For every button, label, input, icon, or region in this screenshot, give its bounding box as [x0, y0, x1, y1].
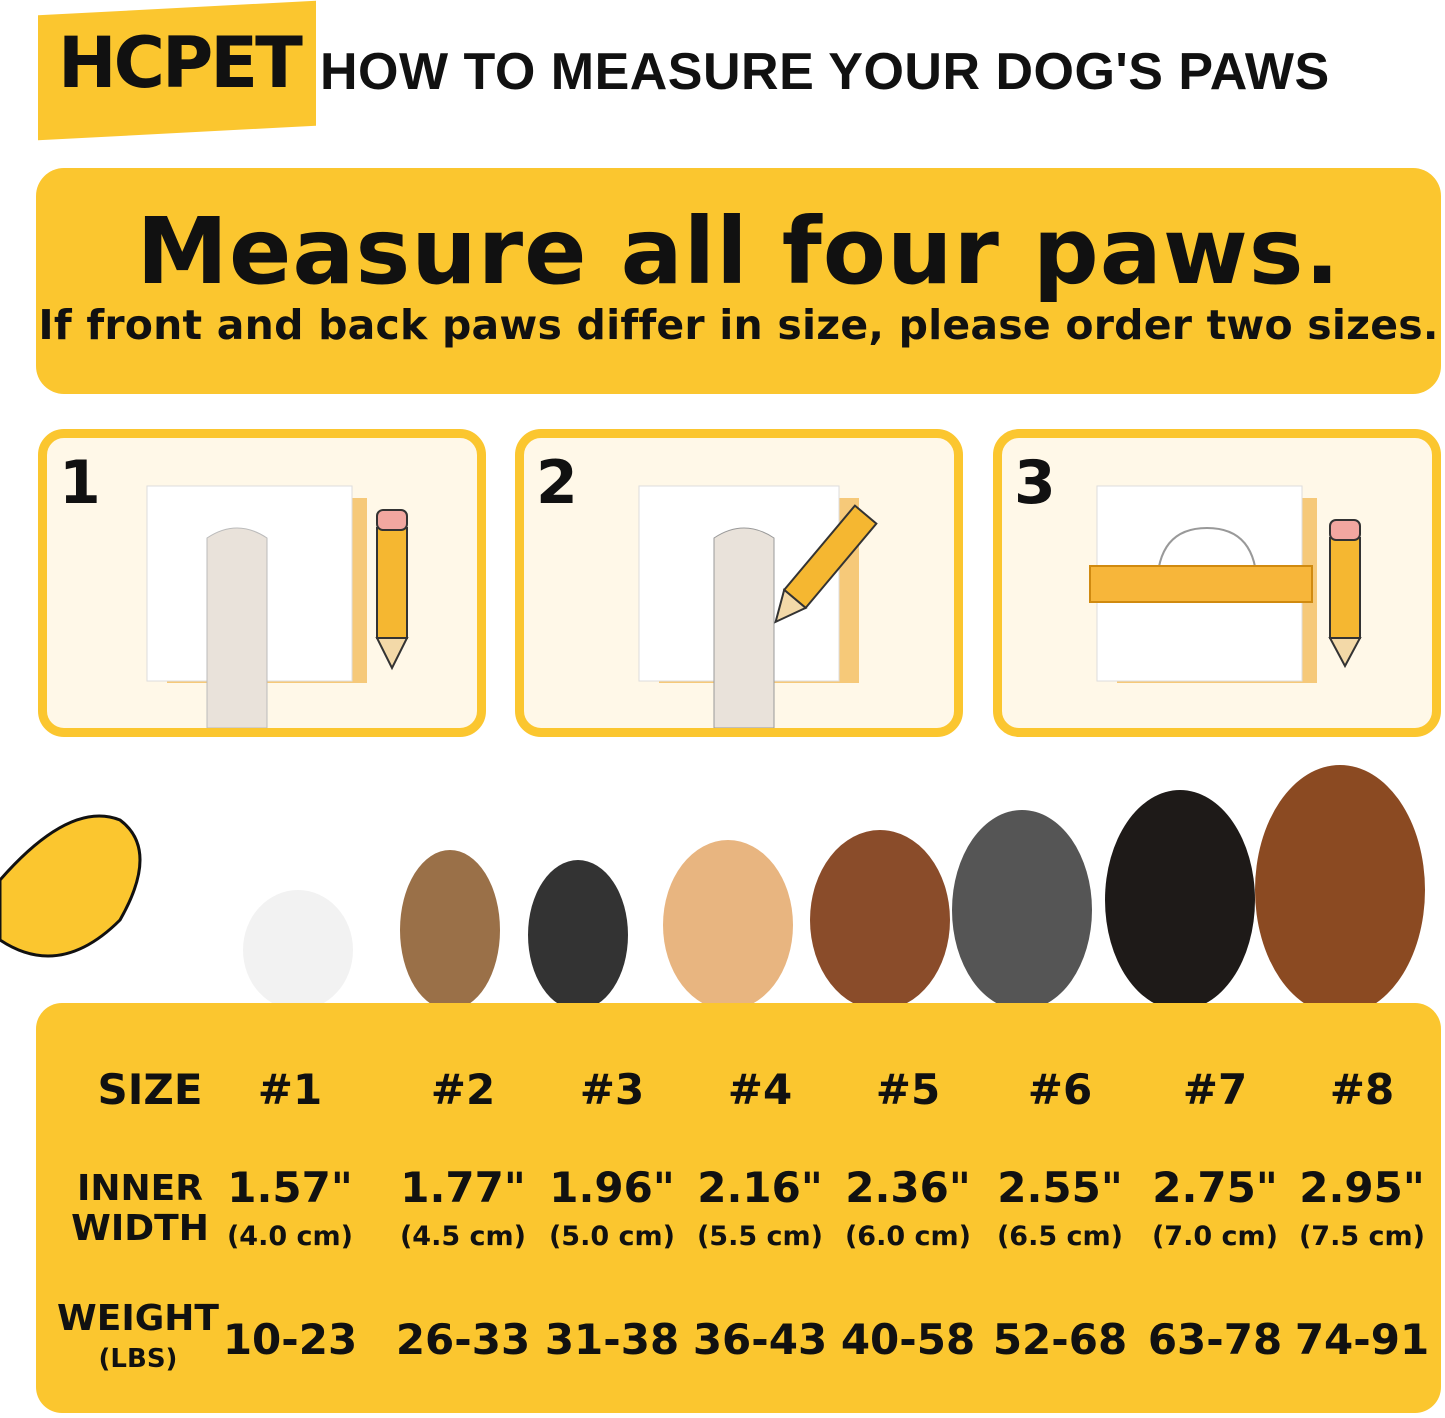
label-line: INNER: [77, 1168, 203, 1209]
label-line: WEIGHT: [57, 1298, 219, 1339]
inner-width-cm: (5.5 cm): [696, 1221, 824, 1252]
size-value: #2: [430, 1065, 496, 1114]
inner-width-label: INNER WIDTH: [71, 1169, 209, 1249]
step-number: 2: [536, 448, 578, 518]
weight-label: WEIGHT (LBS): [57, 1299, 219, 1379]
inner-width-inches: 2.55": [997, 1163, 1123, 1212]
weight-range: 31-38: [544, 1315, 680, 1364]
inner-width-inches: 2.75": [1152, 1163, 1278, 1212]
banner-title: Measure all four paws.: [136, 198, 1341, 305]
inner-width-cm: (7.0 cm): [1151, 1221, 1279, 1252]
dog-husky: [952, 810, 1092, 1010]
dog-yorkshire-terrier: [400, 850, 500, 1010]
ruler-measure-illustration: [1089, 485, 1362, 683]
paw-on-paper-illustration: [146, 485, 409, 728]
size-value: #7: [1182, 1065, 1248, 1114]
decorative-swoosh: [0, 814, 142, 958]
size-value: #3: [579, 1065, 645, 1114]
dog-schnauzer: [528, 860, 628, 1010]
step-3-panel: 3: [993, 429, 1441, 737]
weight-range: 63-78: [1147, 1315, 1283, 1364]
inner-width-cm: (4.5 cm): [399, 1221, 527, 1252]
step-2-panel: 2: [515, 429, 963, 737]
inner-width-inches: 2.95": [1299, 1163, 1425, 1212]
step-number: 1: [59, 448, 101, 518]
inner-width-cm: (7.5 cm): [1298, 1221, 1426, 1252]
size-value: #6: [1027, 1065, 1093, 1114]
weight-range: 10-23: [222, 1315, 358, 1364]
step-number: 3: [1014, 448, 1056, 518]
size-label: SIZE: [97, 1065, 203, 1114]
brand-logo: HCPET: [58, 22, 303, 104]
dog-bichon: [243, 890, 353, 1010]
weight-range: 52-68: [992, 1315, 1128, 1364]
dog-rottweiler: [1105, 790, 1255, 1010]
inner-width-cm: (6.0 cm): [844, 1221, 972, 1252]
weight-range: 26-33: [395, 1315, 531, 1364]
inner-width-inches: 1.57": [227, 1163, 353, 1212]
banner-subtitle: If front and back paws differ in size, p…: [38, 301, 1439, 349]
trace-paw-illustration: [638, 485, 878, 728]
size-chart: SIZE INNER WIDTH WEIGHT (LBS) #1 1.57" (4.…: [36, 1003, 1441, 1413]
size-value: #4: [727, 1065, 793, 1114]
pencil-icon: [1328, 519, 1362, 669]
label-line: WIDTH: [71, 1208, 209, 1249]
weight-range: 74-91: [1294, 1315, 1430, 1364]
weight-range: 36-43: [692, 1315, 828, 1364]
inner-width-inches: 1.96": [549, 1163, 675, 1212]
step-1-panel: 1: [38, 429, 486, 737]
inner-width-inches: 2.36": [845, 1163, 971, 1212]
instruction-banner: Measure all four paws. If front and back…: [36, 168, 1441, 394]
dog-australian-shepherd: [810, 830, 950, 1010]
size-value: #1: [257, 1065, 323, 1114]
inner-width-cm: (4.0 cm): [226, 1221, 354, 1252]
weight-unit: (LBS): [98, 1344, 178, 1374]
ruler-icon: [1089, 565, 1313, 603]
dog-saint-bernard: [1255, 765, 1425, 1010]
size-value: #5: [875, 1065, 941, 1114]
pencil-icon: [774, 504, 878, 624]
weight-range: 40-58: [840, 1315, 976, 1364]
dog-breeds-lineup: [0, 765, 1425, 1010]
inner-width-cm: (6.5 cm): [996, 1221, 1124, 1252]
dog-shiba-inu: [663, 840, 793, 1010]
pencil-icon: [375, 509, 409, 671]
inner-width-inches: 2.16": [697, 1163, 823, 1212]
inner-width-cm: (5.0 cm): [548, 1221, 676, 1252]
size-value: #8: [1329, 1065, 1395, 1114]
inner-width-inches: 1.77": [400, 1163, 526, 1212]
page-heading: HOW TO MEASURE YOUR DOG'S PAWS: [320, 43, 1330, 101]
